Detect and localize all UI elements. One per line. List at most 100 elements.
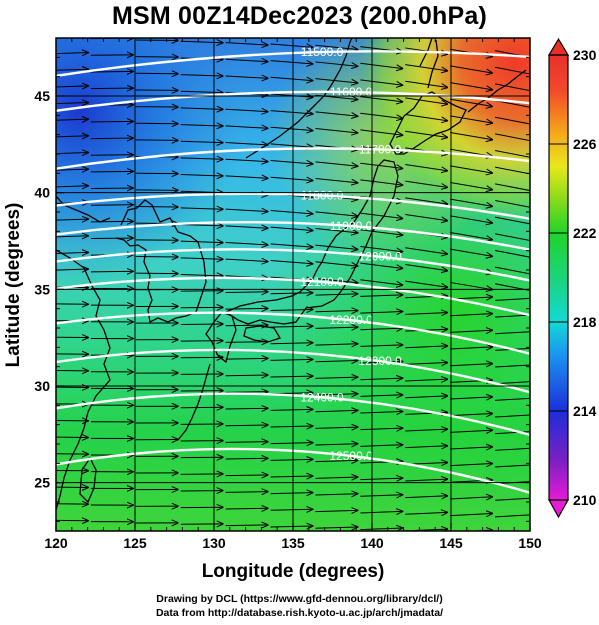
wind-arrow <box>360 511 402 513</box>
wind-arrow <box>225 143 268 145</box>
wind-arrow <box>450 281 492 289</box>
wind-arrow <box>405 512 447 514</box>
wind-arrow <box>270 409 313 410</box>
y-tick-label: 35 <box>34 281 50 297</box>
wind-arrow <box>315 261 357 266</box>
wind-arrow <box>405 64 447 71</box>
wind-arrow <box>225 408 268 409</box>
wind-arrow <box>405 164 447 171</box>
credit-drawing: Drawing by DCL (https://www.gfd-dennou.o… <box>156 593 443 605</box>
wind-arrow <box>360 245 402 251</box>
wind-arrow <box>360 179 402 185</box>
wind-arrow <box>270 343 313 344</box>
wind-arrow <box>270 260 313 263</box>
wind-arrow <box>450 198 492 206</box>
wind-arrow <box>494 50 530 58</box>
y-tick-label: 30 <box>34 378 50 394</box>
wind-arrow <box>495 464 530 468</box>
wind-arrow <box>450 115 492 123</box>
wind-arrow <box>180 91 223 92</box>
wind-arrow <box>270 459 313 460</box>
wind-arrow <box>225 475 268 476</box>
wind-arrow <box>315 310 357 311</box>
wind-arrow <box>315 477 357 478</box>
y-tick-label: 40 <box>34 185 50 201</box>
wind-arrow <box>56 69 88 70</box>
wind-arrow <box>270 244 313 247</box>
wind-arrow <box>360 395 402 397</box>
wind-arrow <box>450 65 492 73</box>
wind-arrow <box>56 152 88 153</box>
wind-arrow <box>180 108 223 109</box>
y-tick-label: 25 <box>34 475 50 491</box>
wind-arrow <box>450 330 492 332</box>
wind-arrow <box>450 215 492 223</box>
wind-arrow <box>360 328 402 330</box>
wind-arrow <box>180 225 223 226</box>
wind-arrow <box>315 427 357 428</box>
wind-arrow <box>450 231 492 239</box>
wind-arrow <box>180 208 223 209</box>
wind-arrow <box>360 378 402 380</box>
wind-arrow <box>315 111 357 116</box>
figure-credits: Drawing by DCL (https://www.gfd-dennou.o… <box>0 592 599 620</box>
wind-arrow <box>225 425 268 426</box>
colorbar-ticks: 210 214 218 222 226 230 <box>549 47 597 508</box>
wind-arrow <box>315 211 357 216</box>
wind-arrow <box>225 325 268 326</box>
wind-arrow <box>270 293 313 294</box>
wind-arrow <box>270 61 313 64</box>
wind-arrow <box>315 294 357 295</box>
colorbar-tick-label: 210 <box>573 492 597 508</box>
wind-arrow <box>180 41 223 42</box>
wind-arrow <box>360 79 402 85</box>
wind-arrow <box>360 312 402 314</box>
contour-label: 12200.0 <box>329 313 373 327</box>
wind-arrow <box>315 394 357 395</box>
wind-arrow <box>56 86 88 87</box>
wind-arrow <box>180 241 223 242</box>
wind-arrow <box>180 175 223 176</box>
wind-arrow <box>270 309 313 310</box>
wind-arrow <box>315 128 357 133</box>
wind-arrow <box>494 133 530 142</box>
contour-label: 11700.0 <box>359 142 402 156</box>
wind-arrow <box>225 492 268 493</box>
wind-arrow <box>56 53 88 54</box>
wind-arrow <box>360 96 402 102</box>
wind-arrow <box>360 445 402 447</box>
wind-arrow <box>494 100 530 108</box>
wind-arrow <box>315 227 357 232</box>
x-tick-label: 125 <box>123 535 147 551</box>
wind-arrow <box>315 360 357 361</box>
colorbar-tick-label: 214 <box>573 403 597 419</box>
wind-arrow <box>225 392 268 393</box>
wind-arrow <box>315 61 357 66</box>
wind-arrow <box>315 344 357 345</box>
wind-arrow <box>450 497 492 499</box>
wind-arrow <box>225 525 268 526</box>
wind-arrow <box>405 180 447 187</box>
wind-arrow <box>270 127 313 130</box>
wind-arrow <box>360 495 402 497</box>
wind-arrow <box>225 176 268 178</box>
credit-data: Data from http://database.rish.kyoto-u.a… <box>155 607 444 619</box>
wind-arrow <box>450 347 492 349</box>
contour-label: 12000.0 <box>358 250 402 264</box>
wind-arrow <box>450 98 492 106</box>
wind-arrow <box>360 411 402 413</box>
wind-arrow <box>315 444 357 445</box>
wind-arrow <box>405 213 447 220</box>
x-axis-ticks: 120 125 130 135 140 145 150 <box>44 38 542 551</box>
wind-arrow <box>405 496 447 498</box>
wind-arrow <box>405 479 447 481</box>
contour-label: 12500.0 <box>329 449 373 463</box>
wind-arrow <box>56 219 88 220</box>
wind-arrow <box>360 528 402 530</box>
wind-arrow <box>225 292 268 293</box>
wind-arrow <box>405 379 447 381</box>
x-tick-label: 145 <box>439 535 463 551</box>
wind-arrow <box>494 199 530 208</box>
colorbar: 210 214 218 222 226 230 <box>547 37 597 519</box>
